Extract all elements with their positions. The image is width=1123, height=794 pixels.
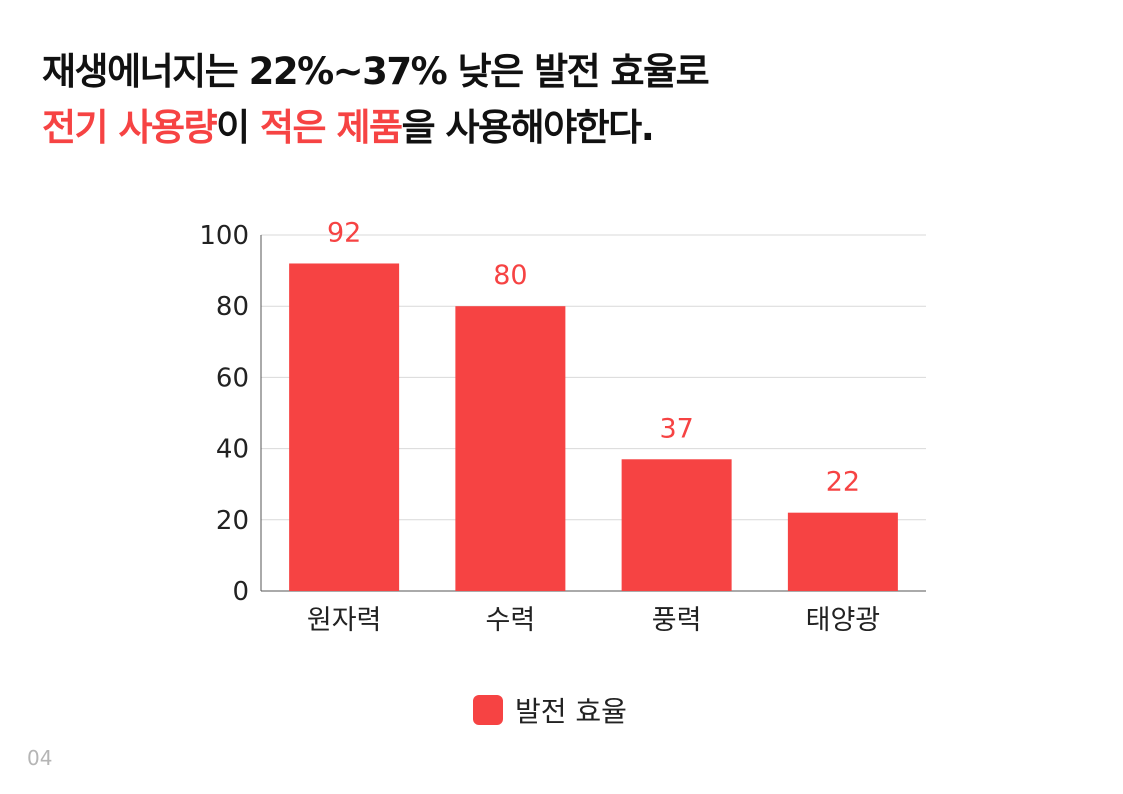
y-tick-label: 20 [216, 506, 249, 536]
x-category-label: 수력 [486, 605, 536, 636]
legend: 발전 효율 [473, 690, 627, 730]
x-category-label: 풍력 [652, 605, 702, 636]
headline-line-1: 재생에너지는 22%~37% 낮은 발전 효율로 [42, 50, 710, 93]
headline-highlight-products: 적은 제품 [260, 106, 403, 149]
headline-line-2: 전기 사용량이 적은 제품을 사용해야한다. [42, 100, 708, 156]
y-tick-label: 0 [232, 577, 249, 607]
legend-swatch [473, 695, 503, 725]
x-category-label: 원자력 [307, 605, 382, 636]
page-number: 04 [27, 746, 53, 770]
headline: 재생에너지는 22%~37% 낮은 발전 효율로 전기 사용량이 적은 제품을 … [42, 44, 710, 156]
bar [621, 459, 732, 591]
data-label: 92 [327, 217, 361, 248]
bar [289, 263, 400, 591]
headline-highlight-electricity: 전기 사용량 [42, 106, 218, 149]
y-tick-label: 80 [216, 292, 249, 322]
data-label: 37 [659, 413, 693, 444]
data-label: 80 [493, 260, 527, 291]
y-tick-label: 100 [199, 221, 249, 251]
headline-text-particle: 이 [216, 106, 261, 149]
headline-text-rest: 을 사용해야한다. [401, 106, 655, 149]
bar-chart: 0 20 40 60 80 100 92 원자력 80 수력 37 풍력 22 태양광 [199, 217, 926, 636]
bar [787, 512, 898, 591]
bar [455, 306, 566, 591]
legend-label: 발전 효율 [515, 695, 627, 728]
x-category-label: 태양광 [806, 605, 881, 636]
y-tick-label: 40 [216, 435, 249, 465]
data-label: 22 [826, 467, 860, 498]
y-tick-label: 60 [216, 363, 249, 393]
